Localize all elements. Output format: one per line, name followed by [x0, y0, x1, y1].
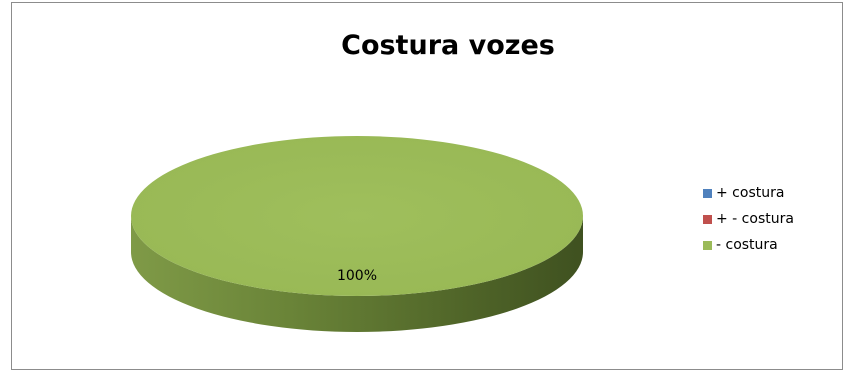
legend-item-minus-costura: - costura	[703, 232, 794, 258]
chart-title: Costura vozes	[341, 30, 555, 61]
pie-slice	[131, 136, 583, 296]
data-label: 100%	[337, 268, 377, 284]
pie-slice-side	[131, 216, 583, 332]
legend-label: - costura	[716, 237, 778, 253]
legend-swatch	[703, 188, 712, 198]
legend-swatch	[703, 240, 712, 250]
legend-item-plus-minus-costura: + - costura	[703, 206, 794, 232]
legend-label: + costura	[716, 185, 785, 201]
chart-legend: + costura + - costura - costura	[703, 180, 794, 258]
legend-item-plus-costura: + costura	[703, 180, 794, 206]
legend-swatch	[703, 214, 712, 224]
legend-label: + - costura	[716, 211, 794, 227]
